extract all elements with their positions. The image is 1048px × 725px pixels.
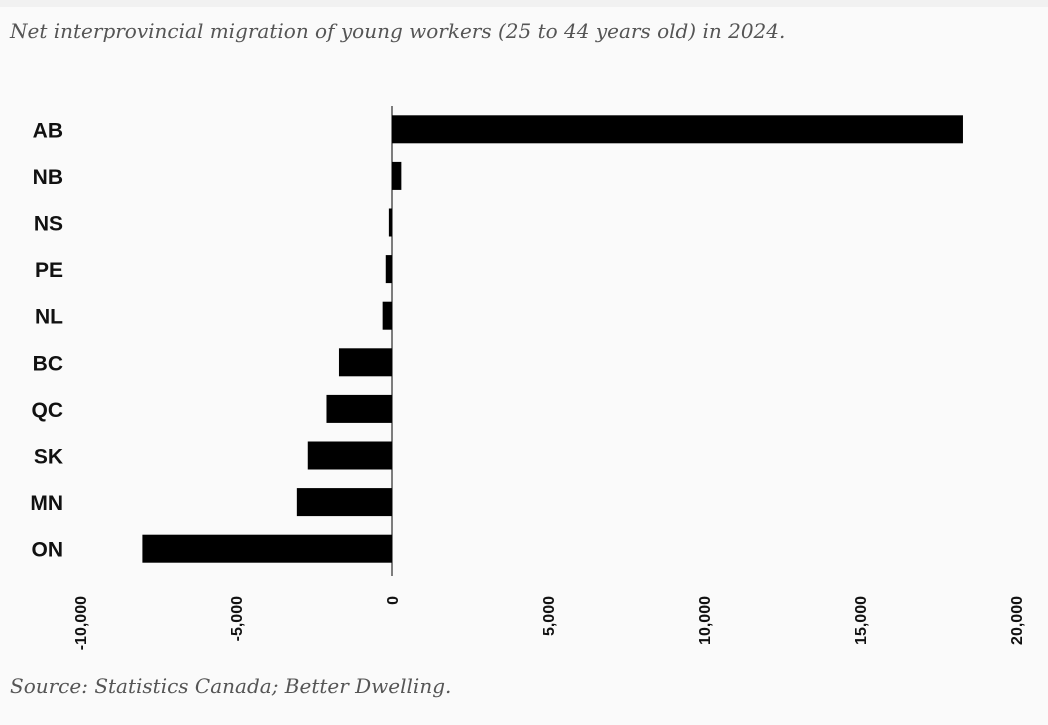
category-label-bc: BC — [33, 352, 63, 375]
category-label-ns: NS — [34, 213, 63, 236]
x-tick-label: 15,000 — [853, 596, 870, 645]
bar-on — [142, 534, 392, 563]
bar-qc — [326, 394, 392, 423]
category-label-sk: SK — [34, 446, 63, 469]
bar-bc — [338, 348, 392, 377]
x-tick-label: 10,000 — [697, 596, 714, 645]
chart-title: Net interprovincial migration of young w… — [10, 19, 786, 43]
x-tick-label: -10,000 — [73, 596, 90, 650]
x-tick-label: 5,000 — [541, 596, 558, 636]
bar-mn — [296, 488, 392, 517]
category-label-qc: QC — [32, 399, 64, 422]
category-label-nb: NB — [33, 166, 63, 189]
bar-ab — [392, 115, 963, 144]
bar-pe — [385, 255, 392, 284]
bar-ns — [388, 208, 392, 237]
category-label-mn: MN — [30, 492, 63, 515]
category-label-nl: NL — [35, 306, 63, 329]
bar-nl — [382, 301, 392, 330]
category-label-ab: AB — [33, 119, 63, 142]
x-tick-label: 0 — [385, 596, 402, 605]
chart-source: Source: Statistics Canada; Better Dwelli… — [10, 674, 452, 698]
x-tick-label: -5,000 — [229, 596, 246, 641]
category-label-pe: PE — [35, 259, 63, 282]
bar-nb — [392, 161, 402, 190]
category-label-on: ON — [32, 539, 64, 562]
bar-sk — [307, 441, 392, 470]
x-tick-label: 20,000 — [1009, 596, 1026, 645]
top-strip — [0, 0, 1048, 7]
